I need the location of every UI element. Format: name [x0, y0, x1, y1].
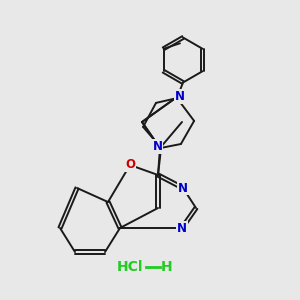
Text: N: N: [175, 90, 185, 103]
Text: N: N: [177, 221, 187, 235]
Text: N: N: [178, 182, 188, 194]
Text: HCl: HCl: [117, 260, 144, 274]
Text: H: H: [161, 260, 172, 274]
Text: N: N: [152, 140, 163, 153]
Text: O: O: [125, 158, 135, 172]
